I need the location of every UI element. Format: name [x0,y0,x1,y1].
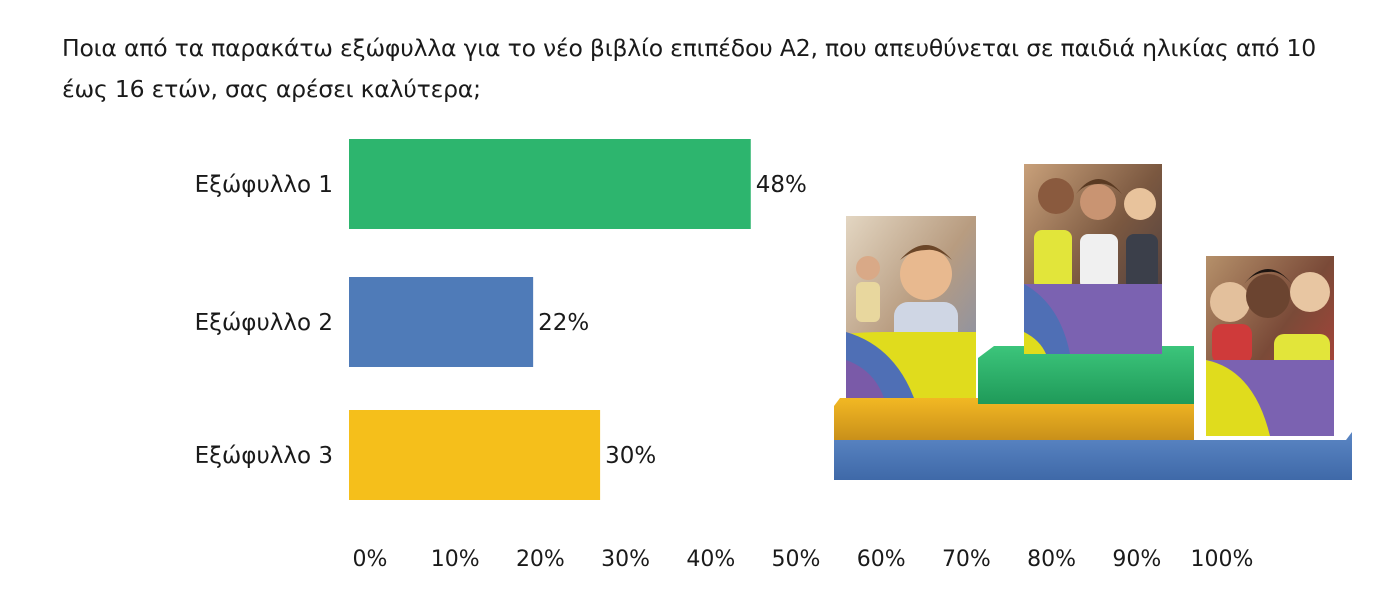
category-label-2: Εξώφυλλο 2 [195,310,333,336]
category-label-3: Εξώφυλλο 3 [195,443,333,469]
bar-2 [349,277,534,367]
value-label-1: 48% [756,172,807,198]
value-label-3: 30% [605,443,656,469]
gold-platform [834,398,1194,440]
bar-3 [349,410,601,500]
cover-3-thumbnail [1206,256,1334,436]
x-tick-label: 0% [353,547,388,572]
x-tick-label: 70% [942,547,991,572]
x-tick-label: 100% [1191,547,1254,572]
bar-1 [349,139,751,229]
book-covers-illustration [834,164,1352,480]
x-tick-label: 60% [857,547,906,572]
green-platform [978,346,1194,404]
x-tick-label: 50% [772,547,821,572]
cover-1-thumbnail [846,216,976,398]
x-tick-label: 80% [1027,547,1076,572]
x-tick-label: 30% [601,547,650,572]
category-label-1: Εξώφυλλο 1 [195,172,333,198]
cover-2-thumbnail [1024,164,1162,354]
x-tick-label: 40% [686,547,735,572]
value-label-2: 22% [538,310,589,336]
x-tick-label: 10% [431,547,480,572]
x-tick-label: 90% [1112,547,1161,572]
x-tick-label: 20% [516,547,565,572]
question-title: Ποια από τα παρακάτω εξώφυλλα για το νέο… [62,34,1317,103]
blue-platform [834,432,1352,480]
